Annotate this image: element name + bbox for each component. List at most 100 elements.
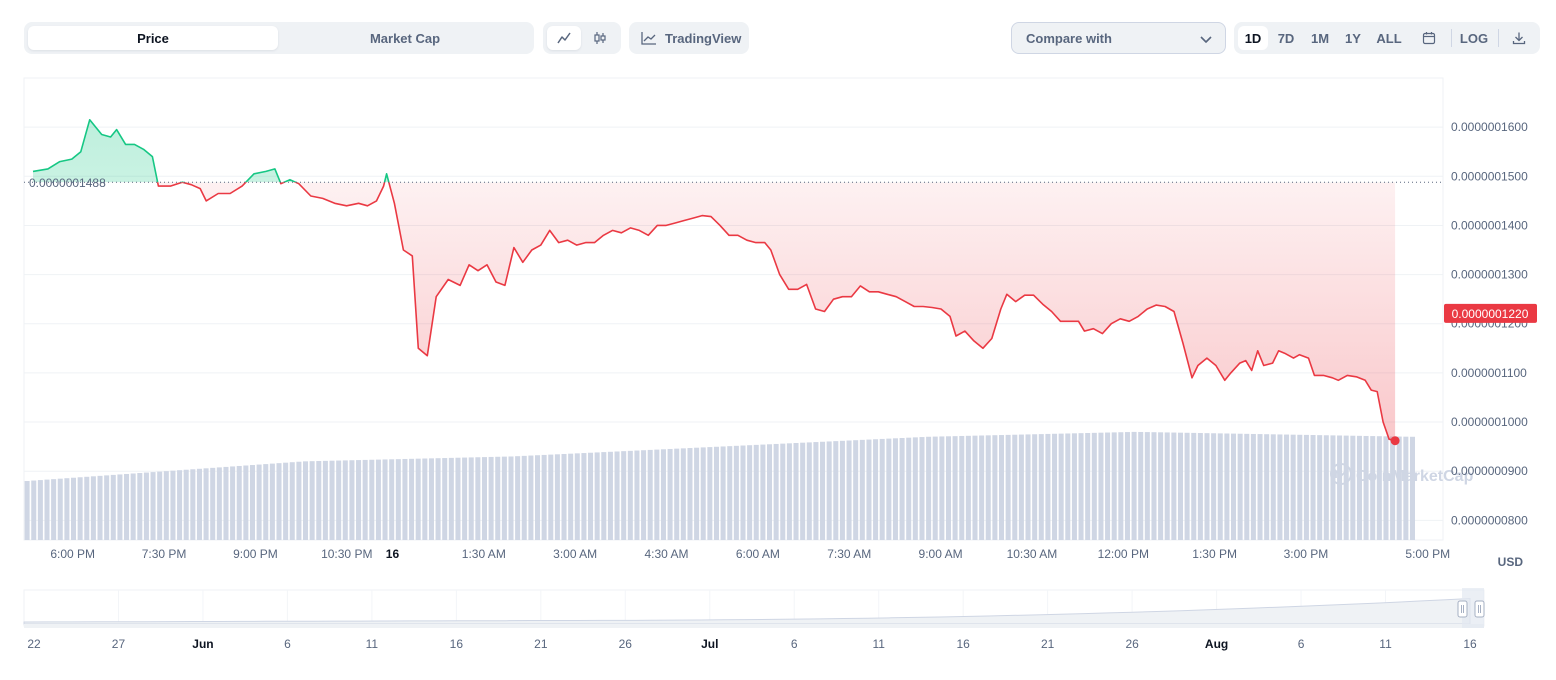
navigator-tick-label: Aug [1205,637,1228,651]
volume-bar [230,466,236,540]
date-range-button[interactable] [1414,26,1444,50]
volume-bar [1244,433,1250,540]
tab-market-cap[interactable]: Market Cap [369,30,441,46]
volume-bar [680,448,686,540]
volume-bar [1350,435,1356,540]
watermark-text: CoinMarketCap [1356,468,1474,485]
volume-bar [1111,432,1117,540]
volume-bar [137,473,143,540]
volume-bar [157,471,163,540]
volume-bar [1091,432,1097,540]
volume-bar [409,458,415,540]
volume-bar [1131,431,1137,540]
volume-bar [395,459,401,540]
volume-bar [322,460,328,540]
range-divider [1498,29,1499,47]
candlestick-button[interactable] [583,26,617,50]
compare-with-dropdown[interactable]: Compare with [1011,22,1226,54]
volume-bar [455,457,461,540]
price-marketcap-switch: Price Market Cap [24,22,534,54]
range-1y-button[interactable]: 1Y [1345,30,1361,46]
volume-bar [773,443,779,540]
volume-bar [243,465,249,540]
volume-bar [475,457,481,540]
navigator-scrollbar[interactable] [24,624,1484,628]
log-scale-button[interactable]: LOG [1459,30,1489,46]
volume-bar [700,447,706,540]
x-axis: 6:00 PM 7:30 PM 9:00 PM 10:30 PM 16 1:30 AM 3:… [50,547,1450,561]
navigator-tick-label: 6 [791,637,798,651]
volume-bar [866,439,872,540]
navigator-tick-label: 11 [366,637,379,651]
navigator-tick-label: 11 [872,637,885,651]
line-chart-button[interactable] [547,26,581,50]
volume-bar [859,439,865,540]
volume-bar [1078,433,1084,540]
volume-bar [965,435,971,540]
volume-bar [1191,432,1197,540]
range-1m-button[interactable]: 1M [1310,30,1330,46]
volume-bar [51,479,57,540]
volume-bar [382,459,388,540]
volume-bar [223,466,229,540]
volume-bars [24,431,1415,540]
range-1d-button[interactable]: 1D [1238,26,1268,50]
volume-bar [422,458,428,540]
volume-bar [614,451,620,540]
volume-bar [687,448,693,540]
navigator-handle-left[interactable] [1457,600,1468,618]
y-tick-label: 0.0000001400 [1451,218,1528,232]
x-tick-label: 5:00 PM [1405,547,1450,561]
tradingview-button[interactable]: TradingView [629,22,749,54]
current-price-label: 0.0000001220 [1452,307,1529,321]
volume-bar [1376,436,1382,540]
download-button[interactable] [1504,26,1534,50]
volume-bar [1396,436,1402,540]
volume-bar [216,467,222,540]
navigator-handle-right[interactable] [1474,600,1485,618]
volume-bar [1038,434,1044,540]
volume-bar [581,453,587,540]
x-tick-label: 6:00 AM [736,547,780,561]
volume-bar [1224,433,1230,540]
volume-bar [846,440,852,540]
volume-bar [1005,434,1011,540]
tab-price[interactable]: Price [28,26,278,50]
navigator-history-area [23,597,1471,625]
x-tick-label: 9:00 AM [919,547,963,561]
area-above-reference [33,119,389,183]
volume-bar [196,468,202,540]
current-price-tag: 0.0000001220 [1444,303,1537,323]
volume-bar [143,472,149,540]
volume-bar [853,440,859,540]
volume-bar [979,435,985,540]
volume-bar [899,437,905,540]
volume-bar [1151,432,1157,540]
volume-bar [316,461,322,540]
volume-bar [654,449,660,540]
plot-frame [23,77,1444,541]
navigator-selection[interactable] [1462,588,1484,628]
range-divider [1451,29,1452,47]
volume-bar [535,455,541,540]
range-navigator[interactable]: 22 27 Jun 6 11 16 21 26 Jul 6 11 16 21 26 Aug 6 11 16 [23,588,1485,651]
range-all-button[interactable]: ALL [1376,30,1402,46]
download-icon [1512,32,1526,45]
volume-bar [992,435,998,540]
volume-bar [800,442,806,540]
range-7d-button[interactable]: 7D [1277,30,1295,46]
volume-bar [1290,434,1296,540]
volume-bar [641,450,647,540]
volume-bar [150,472,156,540]
volume-bar [1058,433,1064,540]
volume-bar [488,456,494,540]
volume-bar [183,469,189,540]
volume-bar [342,460,348,540]
volume-bar [912,437,918,540]
watermark: CoinMarketCap [1330,463,1474,485]
volume-bar [906,437,912,540]
volume-bar [1184,432,1190,540]
volume-bar [24,481,30,540]
volume-bar [1071,433,1077,540]
